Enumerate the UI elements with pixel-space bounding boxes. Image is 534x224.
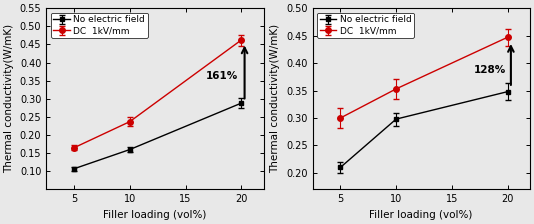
Text: 128%: 128% [474, 65, 506, 75]
Legend: No electric field, DC  1kV/mm: No electric field, DC 1kV/mm [51, 13, 148, 38]
Legend: No electric field, DC  1kV/mm: No electric field, DC 1kV/mm [317, 13, 414, 38]
X-axis label: Filler loading (vol%): Filler loading (vol%) [103, 210, 207, 220]
Y-axis label: Thermal conductivity(W/mK): Thermal conductivity(W/mK) [4, 24, 14, 173]
X-axis label: Filler loading (vol%): Filler loading (vol%) [370, 210, 473, 220]
Text: (a): (a) [61, 17, 77, 27]
Y-axis label: Thermal conductivity(W/mK): Thermal conductivity(W/mK) [271, 24, 280, 173]
Text: 161%: 161% [206, 71, 238, 81]
Text: (b): (b) [328, 17, 343, 27]
